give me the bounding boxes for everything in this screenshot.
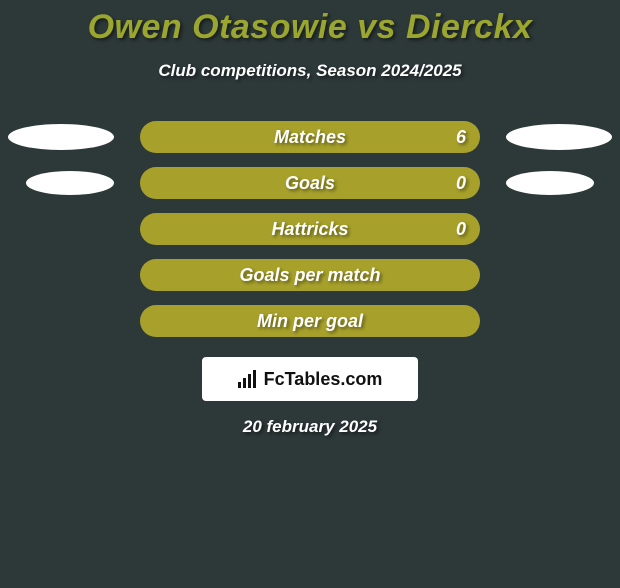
stat-bar: Matches 6 <box>140 121 480 153</box>
stat-row: Matches 6 <box>0 121 620 153</box>
stat-bar-value: 0 <box>456 219 466 240</box>
stat-row: Min per goal <box>0 305 620 337</box>
stat-bar: Goals per match <box>140 259 480 291</box>
stat-bar-label: Goals <box>285 173 335 194</box>
page-subtitle: Club competitions, Season 2024/2025 <box>0 61 620 81</box>
stat-bar-label: Min per goal <box>257 311 363 332</box>
stat-bar-label: Matches <box>274 127 346 148</box>
stat-rows-container: Matches 6 Goals 0 Hattricks 0 Goals per match M… <box>0 121 620 337</box>
footer-date: 20 february 2025 <box>0 417 620 437</box>
stat-row: Goals 0 <box>0 167 620 199</box>
stat-row: Hattricks 0 <box>0 213 620 245</box>
stat-row: Goals per match <box>0 259 620 291</box>
footer-logo-box: FcTables.com <box>202 357 418 401</box>
player-left-ellipse <box>26 171 114 195</box>
page-title: Owen Otasowie vs Dierckx <box>0 8 620 47</box>
bar-chart-icon <box>238 370 260 388</box>
footer-logo-text: FcTables.com <box>264 369 383 390</box>
player-right-ellipse <box>506 171 594 195</box>
stat-bar-label: Hattricks <box>271 219 348 240</box>
stat-bar-label: Goals per match <box>239 265 380 286</box>
stat-bar: Min per goal <box>140 305 480 337</box>
stat-bar: Hattricks 0 <box>140 213 480 245</box>
footer-logo: FcTables.com <box>238 369 383 390</box>
stat-bar-value: 0 <box>456 173 466 194</box>
player-left-ellipse <box>8 124 114 150</box>
stat-bar-value: 6 <box>456 127 466 148</box>
player-right-ellipse <box>506 124 612 150</box>
stat-bar: Goals 0 <box>140 167 480 199</box>
